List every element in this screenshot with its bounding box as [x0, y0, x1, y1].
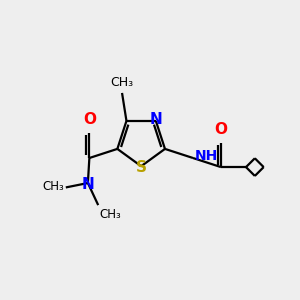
- Text: CH₃: CH₃: [100, 208, 122, 221]
- Text: CH₃: CH₃: [43, 180, 64, 193]
- Text: N: N: [82, 177, 94, 192]
- Text: S: S: [136, 160, 147, 175]
- Text: NH: NH: [194, 148, 218, 163]
- Text: N: N: [150, 112, 163, 127]
- Text: O: O: [83, 112, 96, 127]
- Text: O: O: [214, 122, 227, 137]
- Text: CH₃: CH₃: [110, 76, 134, 89]
